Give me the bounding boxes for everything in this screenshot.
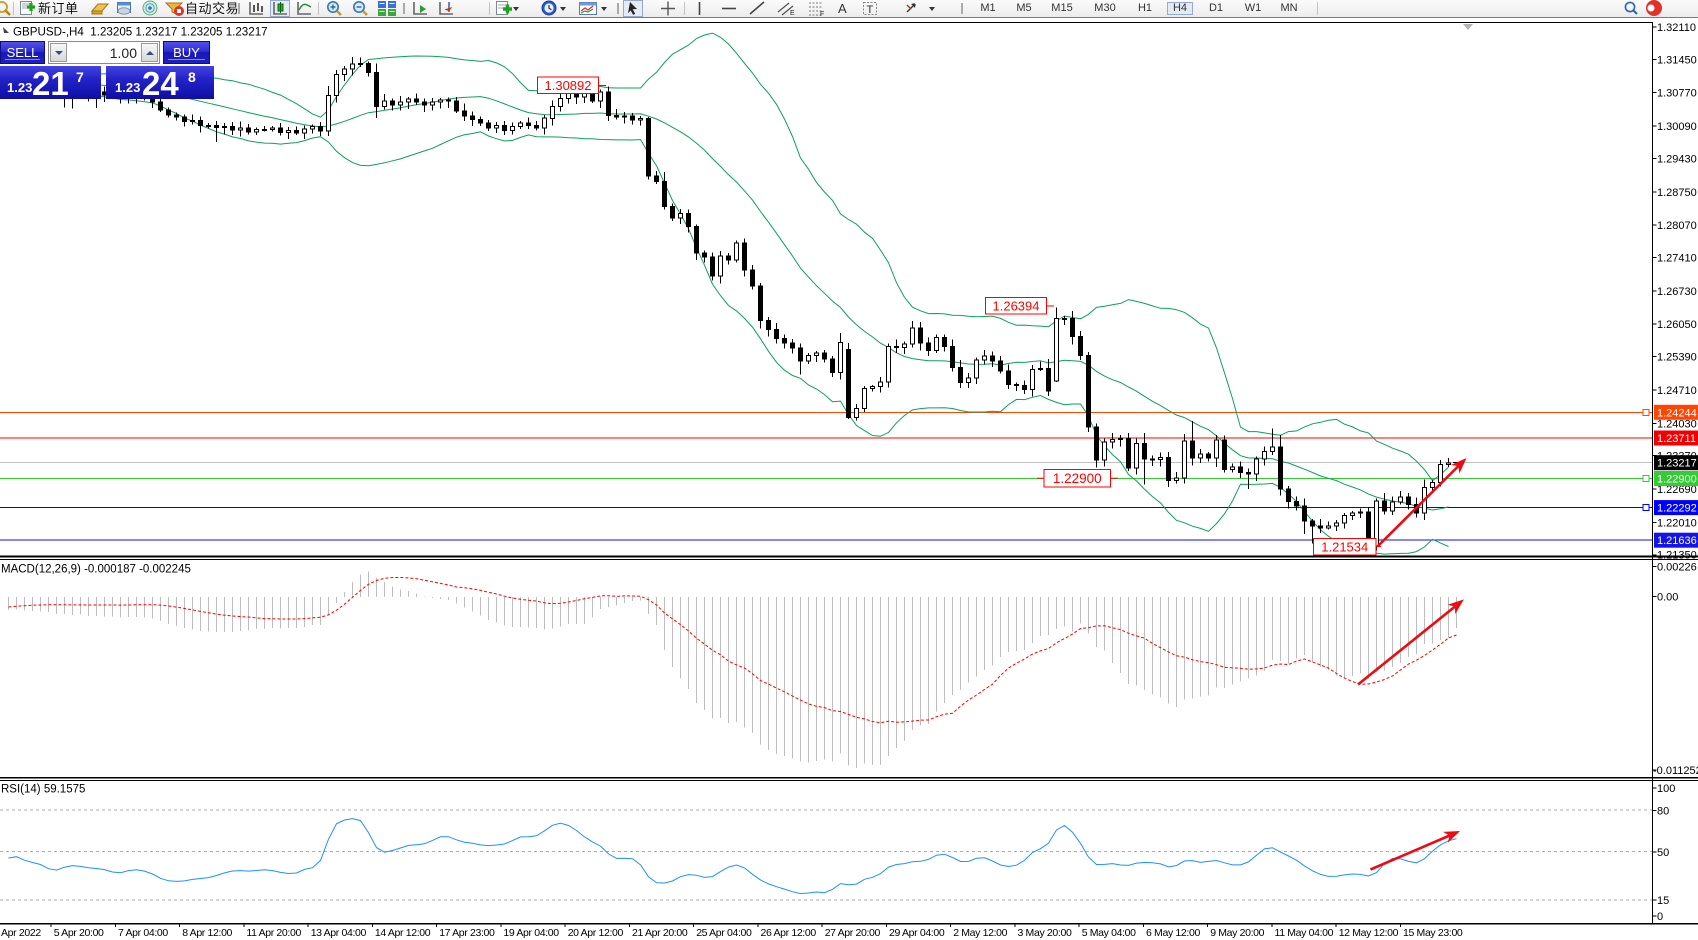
svg-text:1.21534: 1.21534 [1321,539,1368,554]
svg-text:1.25390: 1.25390 [1657,352,1697,364]
svg-text:26 Apr 12:00: 26 Apr 12:00 [761,927,817,939]
svg-text:1.29430: 1.29430 [1657,153,1697,165]
svg-text:1.26730: 1.26730 [1657,286,1697,298]
svg-text:11 May 04:00: 11 May 04:00 [1275,927,1334,939]
svg-text:1.22690: 1.22690 [1657,484,1697,496]
svg-text:1.26394: 1.26394 [993,298,1040,313]
svg-text:15: 15 [1657,895,1669,907]
svg-text:1.28070: 1.28070 [1657,220,1697,232]
svg-text:1.24030: 1.24030 [1657,418,1697,430]
svg-text:80: 80 [1657,806,1669,818]
svg-text:19 Apr 04:00: 19 Apr 04:00 [503,927,559,939]
svg-text:F: F [820,11,824,17]
svg-text:1.22900: 1.22900 [1657,474,1697,486]
svg-text:1.30892: 1.30892 [545,78,592,93]
svg-text:1.22292: 1.22292 [1657,503,1697,515]
svg-text:1.24710: 1.24710 [1657,385,1697,397]
svg-text:2 May 12:00: 2 May 12:00 [953,927,1007,939]
svg-text:6 May 12:00: 6 May 12:00 [1146,927,1200,939]
svg-text:E: E [790,10,795,17]
svg-text:12 May 12:00: 12 May 12:00 [1339,927,1399,939]
svg-text:Apr 2022: Apr 2022 [1,927,41,939]
svg-text:29 Apr 04:00: 29 Apr 04:00 [889,927,945,939]
svg-text:20 Apr 12:00: 20 Apr 12:00 [568,927,624,939]
svg-text:1.31450: 1.31450 [1657,54,1697,66]
svg-text:1.30090: 1.30090 [1657,121,1697,133]
svg-text:100: 100 [1657,783,1675,795]
svg-text:MACD(12,26,9) -0.000187 -0.002: MACD(12,26,9) -0.000187 -0.002245 [1,564,191,576]
svg-text:50: 50 [1657,847,1669,859]
svg-text:17 Apr 23:00: 17 Apr 23:00 [439,927,495,939]
svg-text:9 May 20:00: 9 May 20:00 [1210,927,1264,939]
svg-text:1.23711: 1.23711 [1657,433,1696,445]
svg-text:GBPUSD-,H4 1.23205 1.23217 1.: GBPUSD-,H4 1.23205 1.23217 1.23205 1.232… [13,26,268,39]
svg-text:25 Apr 04:00: 25 Apr 04:00 [696,927,752,939]
svg-text:27 Apr 20:00: 27 Apr 20:00 [825,927,881,939]
svg-text:7 Apr 04:00: 7 Apr 04:00 [118,927,168,939]
svg-text:0.00226: 0.00226 [1657,561,1697,573]
svg-text:1.21350: 1.21350 [1657,550,1697,562]
svg-text:1.22010: 1.22010 [1657,517,1697,529]
svg-text:21 Apr 20:00: 21 Apr 20:00 [632,927,688,939]
svg-text:1.22900: 1.22900 [1053,471,1102,486]
svg-text:1.26050: 1.26050 [1657,319,1697,331]
svg-text:A: A [838,1,847,16]
svg-text:3 May 20:00: 3 May 20:00 [1018,927,1072,939]
svg-text:RSI(14) 59.1575: RSI(14) 59.1575 [1,784,85,796]
svg-text:0: 0 [1657,911,1663,923]
svg-text:14 Apr 12:00: 14 Apr 12:00 [375,927,431,939]
svg-text:1.21636: 1.21636 [1657,535,1697,547]
svg-text:8 Apr 12:00: 8 Apr 12:00 [182,927,232,939]
svg-text:1.30770: 1.30770 [1657,88,1697,100]
svg-text:11 Apr 20:00: 11 Apr 20:00 [246,927,301,939]
svg-text:1.28750: 1.28750 [1657,187,1697,199]
svg-text:-0.011252: -0.011252 [1653,765,1698,777]
svg-text:5 Apr 20:00: 5 Apr 20:00 [54,927,104,939]
svg-text:5 May 04:00: 5 May 04:00 [1082,927,1136,939]
svg-text:0.00: 0.00 [1657,591,1678,603]
svg-text:13 Apr 04:00: 13 Apr 04:00 [311,927,367,939]
svg-text:1.24244: 1.24244 [1657,407,1697,419]
svg-text:T: T [867,4,874,16]
svg-text:1.32110: 1.32110 [1657,22,1696,34]
svg-text:1.27410: 1.27410 [1657,253,1697,265]
svg-text:15 May 23:00: 15 May 23:00 [1403,927,1463,939]
svg-text:1.23217: 1.23217 [1657,458,1697,470]
